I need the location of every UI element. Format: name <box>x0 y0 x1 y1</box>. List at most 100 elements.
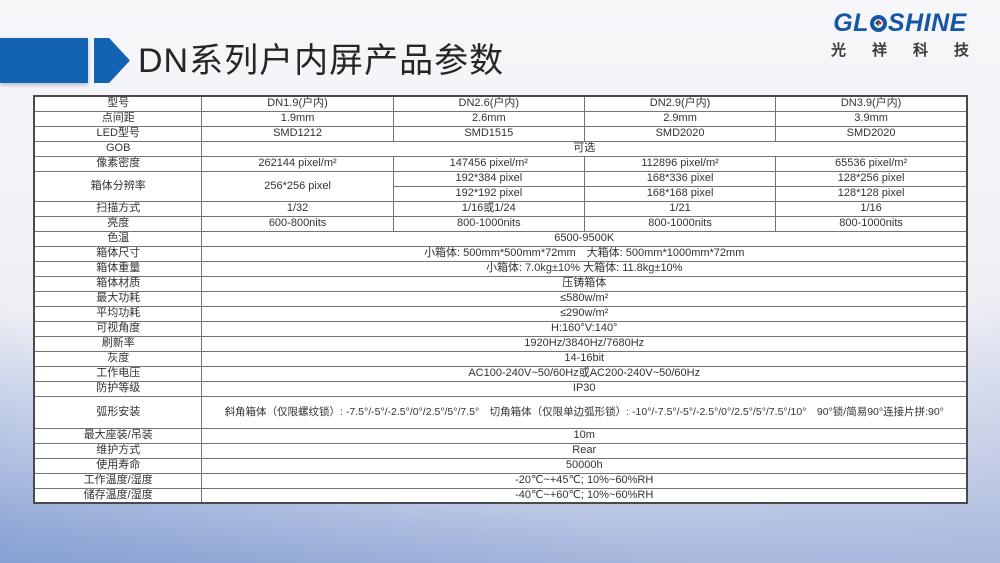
table-row-grayscale: 灰度 14-16bit <box>33 350 968 367</box>
table-row-model: 型号 DN1.9(户内) DN2.6(户内) DN2.9(户内) DN3.9(户… <box>33 95 968 112</box>
spec-label: 点间距 <box>33 110 203 127</box>
spec-value: 65536 pixel/m² <box>775 155 968 172</box>
brand-suffix: SHINE <box>887 9 967 37</box>
spec-label: 使用寿命 <box>33 457 203 474</box>
spec-value: 147456 pixel/m² <box>392 155 585 172</box>
table-row-lifespan: 使用寿命 50000h <box>33 457 968 474</box>
spec-label: LED型号 <box>33 125 203 142</box>
spec-value: 600-800nits <box>201 215 394 232</box>
spec-value: 1/21 <box>583 200 777 217</box>
table-row-curved-install: 弧形安装 斜角箱体（仅限螺纹锁）: -7.5°/-5°/-2.5°/0°/2.5… <box>33 395 968 429</box>
table-row-cabinet-weight: 箱体重量 小箱体: 7.0kg±10% 大箱体: 11.8kg±10% <box>33 260 968 277</box>
spec-value: 192*384 pixel <box>392 170 585 187</box>
table-row-max-stack-hang: 最大座装/吊装 10m <box>33 427 968 444</box>
table-row-gob: GOB 可选 <box>33 140 968 157</box>
spec-label: 工作温度/湿度 <box>33 472 203 489</box>
spec-label: 扫描方式 <box>33 200 203 217</box>
spec-value: 2.6mm <box>392 110 585 127</box>
spec-value: 192*192 pixel <box>392 185 585 202</box>
table-row-maintenance: 维护方式 Rear <box>33 442 968 459</box>
spec-label: 型号 <box>33 95 203 112</box>
table-row-cabinet-material: 箱体材质 压铸箱体 <box>33 275 968 292</box>
table-row-working-temp-humidity: 工作温度/湿度 -20℃~+45℃; 10%~60%RH <box>33 472 968 489</box>
spec-label: 箱体分辨率 <box>33 170 203 202</box>
table-row-brightness: 亮度 600-800nits 800-1000nits 800-1000nits… <box>33 215 968 232</box>
spec-value: -40℃~+60℃; 10%~60%RH <box>201 487 968 504</box>
spec-value: ≤290w/m² <box>201 305 968 322</box>
spec-value: DN3.9(户内) <box>775 95 968 112</box>
spec-label: 刷新率 <box>33 335 203 352</box>
spec-value: 1/16或1/24 <box>392 200 585 217</box>
page-title: DN系列户内屏产品参数 <box>138 42 505 80</box>
spec-label: 储存温度/湿度 <box>33 487 203 504</box>
table-row-viewing-angle: 可视角度 H:160°V:140° <box>33 320 968 337</box>
spec-value: 斜角箱体（仅限螺纹锁）: -7.5°/-5°/-2.5°/0°/2.5°/5°/… <box>201 395 968 429</box>
table-row-cabinet-size: 箱体尺寸 小箱体: 500mm*500mm*72mm 大箱体: 500mm*10… <box>33 245 968 262</box>
spec-label: 箱体重量 <box>33 260 203 277</box>
table-row-working-voltage: 工作电压 AC100-240V~50/60Hz或AC200-240V~50/60… <box>33 365 968 382</box>
spec-label: GOB <box>33 140 203 157</box>
spec-value: 2.9mm <box>583 110 777 127</box>
spec-value: SMD1515 <box>392 125 585 142</box>
spec-label: 亮度 <box>33 215 203 232</box>
spec-value: DN2.6(户内) <box>392 95 585 112</box>
spec-value: 168*168 pixel <box>583 185 777 202</box>
spec-value: Rear <box>201 442 968 459</box>
table-row-refresh-rate: 刷新率 1920Hz/3840Hz/7680Hz <box>33 335 968 352</box>
spec-value: 可选 <box>201 140 968 157</box>
spec-label: 维护方式 <box>33 442 203 459</box>
spec-value: 1920Hz/3840Hz/7680Hz <box>201 335 968 352</box>
spec-label: 平均功耗 <box>33 305 203 322</box>
brand-chinese-name: 光祥科技 <box>830 42 995 59</box>
spec-value: ≤580w/m² <box>201 290 968 307</box>
table-row-pixel-density: 像素密度 262144 pixel/m² 147456 pixel/m² 112… <box>33 155 968 172</box>
spec-value: 小箱体: 500mm*500mm*72mm 大箱体: 500mm*1000mm*… <box>201 245 968 262</box>
spec-value: 6500-9500K <box>201 230 968 247</box>
spec-value: 1.9mm <box>201 110 394 127</box>
table-row-avg-power: 平均功耗 ≤290w/m² <box>33 305 968 322</box>
spec-value: 10m <box>201 427 968 444</box>
spec-value: -20℃~+45℃; 10%~60%RH <box>201 472 968 489</box>
spec-label: 最大座装/吊装 <box>33 427 203 444</box>
spec-label: 工作电压 <box>33 365 203 382</box>
spec-label: 色温 <box>33 230 203 247</box>
spec-value: 800-1000nits <box>583 215 777 232</box>
logo-o-icon <box>869 14 887 32</box>
spec-value: 14-16bit <box>201 350 968 367</box>
spec-value: 112896 pixel/m² <box>583 155 777 172</box>
spec-label: 箱体材质 <box>33 275 203 292</box>
spec-value: 800-1000nits <box>392 215 585 232</box>
spec-value: H:160°V:140° <box>201 320 968 337</box>
spec-value: SMD2020 <box>775 125 968 142</box>
spec-value: 256*256 pixel <box>201 170 394 202</box>
spec-label: 像素密度 <box>33 155 203 172</box>
spec-value: SMD1212 <box>201 125 394 142</box>
spec-value: 压铸箱体 <box>201 275 968 292</box>
title-accent-bar <box>0 38 88 83</box>
spec-label: 箱体尺寸 <box>33 245 203 262</box>
spec-value: 50000h <box>201 457 968 474</box>
spec-value: 800-1000nits <box>775 215 968 232</box>
table-row-cabinet-resolution-a: 箱体分辨率 256*256 pixel 192*384 pixel 168*33… <box>33 170 968 202</box>
table-row-scan-mode: 扫描方式 1/32 1/16或1/24 1/21 1/16 <box>33 200 968 217</box>
spec-value: IP30 <box>201 380 968 397</box>
spec-value: 168*336 pixel <box>583 170 777 187</box>
table-row-max-power: 最大功耗 ≤580w/m² <box>33 290 968 307</box>
table-row-led-type: LED型号 SMD1212 SMD1515 SMD2020 SMD2020 <box>33 125 968 142</box>
spec-value: DN1.9(户内) <box>201 95 394 112</box>
table-row-pixel-pitch: 点间距 1.9mm 2.6mm 2.9mm 3.9mm <box>33 110 968 127</box>
title-arrow-icon <box>94 38 130 83</box>
spec-value: SMD2020 <box>583 125 777 142</box>
spec-value: 128*128 pixel <box>775 185 968 202</box>
spec-value: 262144 pixel/m² <box>201 155 394 172</box>
brand-logo: GL SHINE 光祥科技 <box>824 10 976 60</box>
spec-value: 1/16 <box>775 200 968 217</box>
spec-value: 小箱体: 7.0kg±10% 大箱体: 11.8kg±10% <box>201 260 968 277</box>
spec-value: AC100-240V~50/60Hz或AC200-240V~50/60Hz <box>201 365 968 382</box>
table-row-ip-rating: 防护等级 IP30 <box>33 380 968 397</box>
table-row-color-temp: 色温 6500-9500K <box>33 230 968 247</box>
brand-prefix: GL <box>833 9 869 37</box>
brand-wordmark: GL SHINE <box>824 10 976 36</box>
spec-value: DN2.9(户内) <box>583 95 777 112</box>
